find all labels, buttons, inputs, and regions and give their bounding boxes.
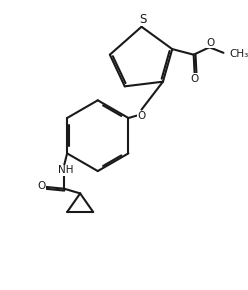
Text: O: O [37, 181, 45, 191]
Text: O: O [137, 111, 146, 121]
Text: O: O [190, 74, 199, 84]
Text: NH: NH [59, 165, 74, 175]
Text: CH₃: CH₃ [229, 49, 248, 59]
Text: O: O [206, 38, 215, 48]
Text: S: S [140, 13, 147, 26]
